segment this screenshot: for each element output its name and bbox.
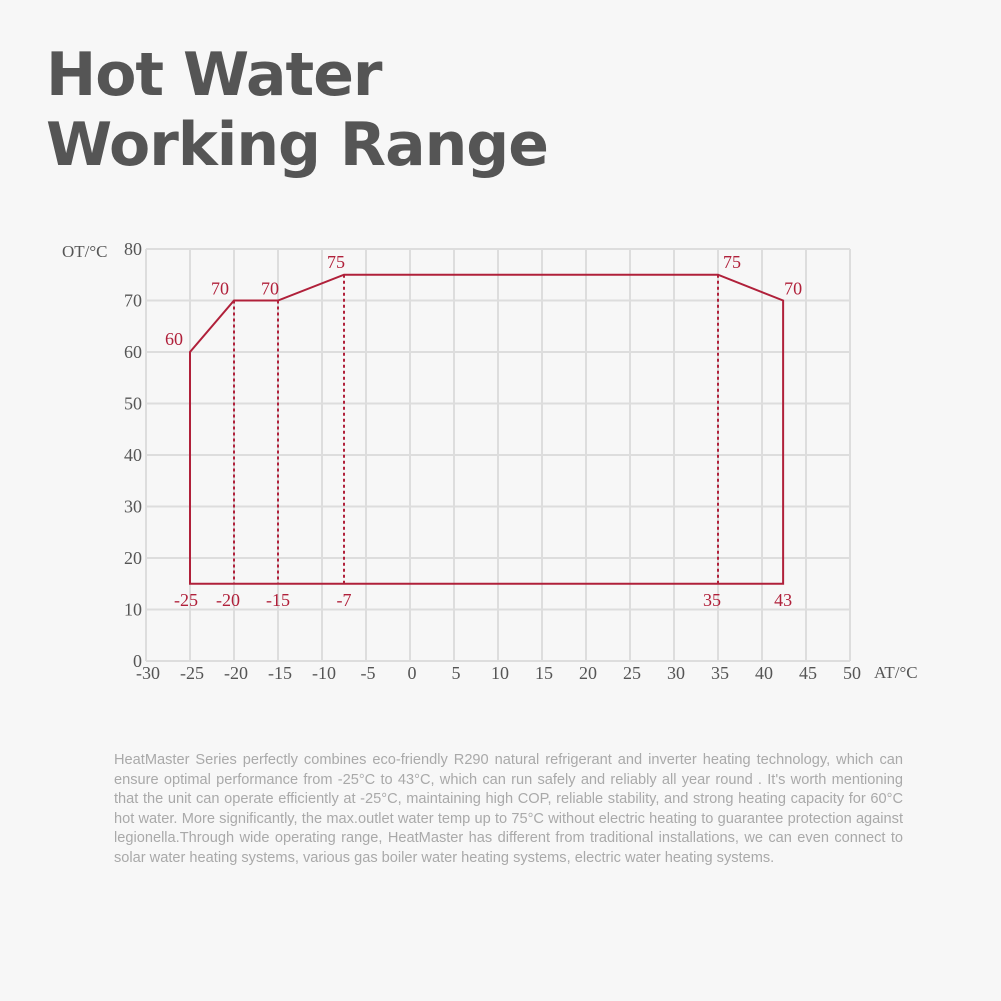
y-axis-ticks: 0 10 20 30 40 50 60 70 80 — [124, 239, 142, 671]
page-title: Hot Water Working Range — [46, 40, 549, 180]
y-tick-label: 40 — [124, 445, 142, 465]
x-tick-label: 45 — [799, 663, 817, 683]
x-tick-label: -10 — [312, 663, 336, 683]
x-marker-label: -7 — [337, 590, 352, 610]
point-value-label: 75 — [723, 252, 741, 272]
point-value-label: 70 — [211, 279, 229, 299]
x-tick-label: 20 — [579, 663, 597, 683]
point-value-label: 70 — [784, 279, 802, 299]
chart-grid — [145, 248, 851, 662]
x-marker-labels: -25 -20 -15 -7 35 43 — [174, 590, 792, 610]
x-tick-label: -20 — [224, 663, 248, 683]
point-value-label: 75 — [327, 252, 345, 272]
y-tick-label: 70 — [124, 291, 142, 311]
x-tick-label: 10 — [491, 663, 509, 683]
x-axis-ticks: -30 -25 -20 -15 -10 -5 0 5 10 15 20 25 30 35 40 45 50 — [136, 663, 861, 683]
x-tick-label: 30 — [667, 663, 685, 683]
x-tick-label: -25 — [180, 663, 204, 683]
description-text: HeatMaster Series perfectly combines eco… — [114, 752, 903, 866]
x-tick-label: 25 — [623, 663, 641, 683]
y-tick-label: 20 — [124, 548, 142, 568]
x-marker-label: -25 — [174, 590, 198, 610]
x-axis-label: AT/°C — [874, 663, 918, 682]
x-tick-label: -5 — [361, 663, 376, 683]
x-marker-label: -15 — [266, 590, 290, 610]
x-marker-label: 43 — [774, 590, 792, 610]
point-labels: 60 70 70 75 75 70 — [165, 252, 802, 349]
x-tick-label: -15 — [268, 663, 292, 683]
point-value-label: 60 — [165, 329, 183, 349]
y-tick-label: 50 — [124, 394, 142, 414]
y-tick-label: 0 — [133, 651, 142, 671]
x-tick-label: 15 — [535, 663, 553, 683]
x-marker-label: 35 — [703, 590, 721, 610]
point-value-label: 70 — [261, 279, 279, 299]
x-tick-label: 40 — [755, 663, 773, 683]
y-tick-label: 80 — [124, 239, 142, 259]
x-tick-label: 5 — [452, 663, 461, 683]
working-range-boundary — [189, 273, 785, 585]
y-axis-label: OT/°C — [62, 242, 108, 261]
y-tick-label: 60 — [124, 342, 142, 362]
y-tick-label: 30 — [124, 497, 142, 517]
working-range-chart: 0 10 20 30 40 50 60 70 80 -30 -25 -20 -15 -10 -5 0 5 10 1… — [62, 239, 918, 683]
title-line-2: Working Range — [46, 110, 549, 180]
x-marker-label: -20 — [216, 590, 240, 610]
title-line-1: Hot Water — [46, 40, 383, 110]
y-tick-label: 10 — [124, 600, 142, 620]
x-tick-label: -30 — [136, 663, 160, 683]
x-tick-label: 0 — [408, 663, 417, 683]
x-tick-label: 35 — [711, 663, 729, 683]
x-tick-label: 50 — [843, 663, 861, 683]
marker-dotted-lines — [233, 274, 719, 584]
